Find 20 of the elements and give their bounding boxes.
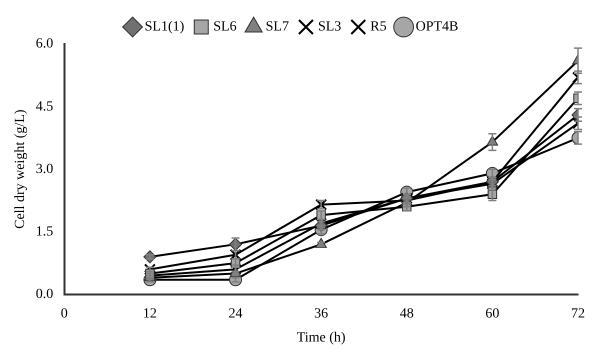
x-tick-label: 48 [400,306,414,322]
x-tick-label: 12 [142,306,157,322]
x-tick-label: 72 [571,306,585,322]
x-tick-label: 24 [228,306,243,322]
x-tick-label: 0 [60,306,68,322]
legend-label: SL1(1) [144,20,185,35]
y-tick-label: 6.0 [36,36,54,52]
legend-label: SL3 [318,20,342,35]
x-tick-label: 60 [485,306,500,322]
legend-label: SL7 [266,20,289,35]
y-tick-label: 1.5 [36,224,54,240]
x-tick-label: 36 [314,306,328,322]
y-tick-label: 4.5 [36,99,54,114]
y-tick-label: 0.0 [36,287,54,302]
legend-label: R5 [370,20,387,35]
legend-label: SL6 [213,20,237,35]
legend-label: OPT4B [416,20,458,35]
x-axis-title: Time (h) [296,330,346,346]
y-axis-title: Cell dry weight (g/L) [13,109,28,229]
y-tick-label: 3.0 [36,162,54,177]
